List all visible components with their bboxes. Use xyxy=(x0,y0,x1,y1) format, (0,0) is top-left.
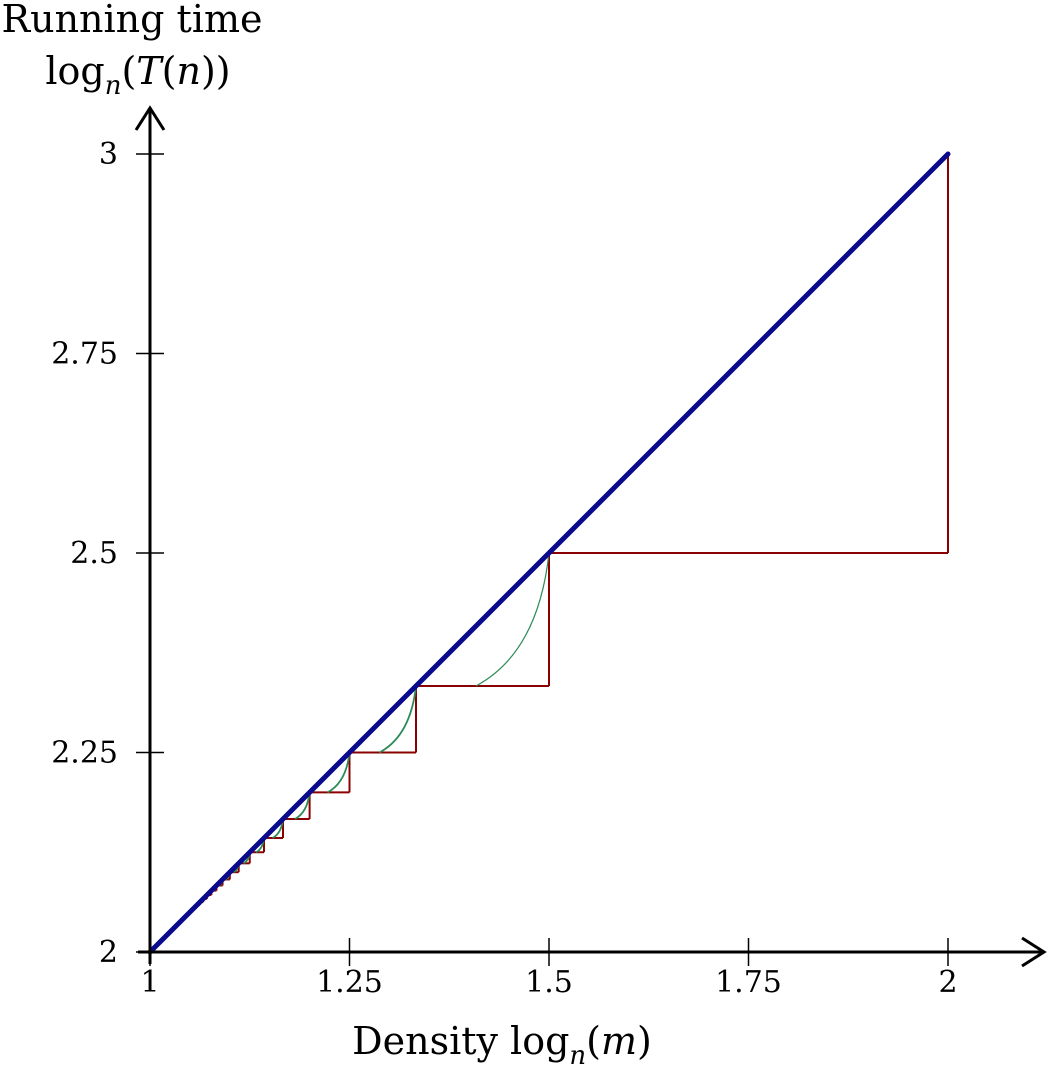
ticks: 1 1.25 1.5 1.75 2 2 2.25 2.5 2.75 3 xyxy=(51,137,957,1000)
axes xyxy=(134,105,1047,968)
plot-area xyxy=(147,151,951,955)
green-curve xyxy=(475,552,550,687)
x-tick-label: 1.5 xyxy=(525,965,573,1000)
x-axis-arrow xyxy=(1021,936,1047,968)
y-axis-title-line2: logn(T(n)) xyxy=(45,49,230,101)
x-tick-label: 1.25 xyxy=(316,965,383,1000)
green-curve xyxy=(327,752,351,794)
y-tick-label: 2.25 xyxy=(51,736,118,771)
y-tick-label: 2.75 xyxy=(51,337,118,372)
y-tick-label: 2 xyxy=(99,935,118,970)
x-axis-title: Density logn(m) xyxy=(352,1019,652,1065)
y-tick-label: 2.5 xyxy=(70,536,118,571)
x-tick-label: 2 xyxy=(938,965,957,1000)
y-axis-title-line1: Running time xyxy=(1,0,262,41)
green-curve xyxy=(379,685,417,754)
y-axis-arrow xyxy=(134,105,166,131)
x-tick-label: 1.75 xyxy=(715,965,782,1000)
blue-diagonal-line xyxy=(147,151,951,955)
y-tick-label: 3 xyxy=(99,137,118,172)
x-tick-label: 1 xyxy=(140,965,159,1000)
